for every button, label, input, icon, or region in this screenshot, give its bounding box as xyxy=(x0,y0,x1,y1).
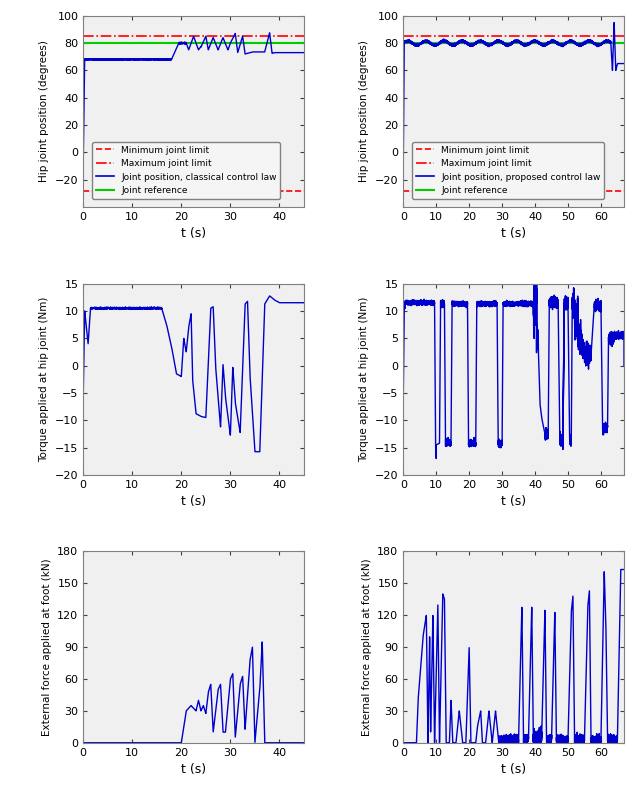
X-axis label: t (s): t (s) xyxy=(181,227,206,241)
Y-axis label: Hip joint position (degrees): Hip joint position (degrees) xyxy=(39,40,49,182)
X-axis label: t (s): t (s) xyxy=(501,495,526,509)
X-axis label: t (s): t (s) xyxy=(181,495,206,509)
Y-axis label: Hip joint position (degrees): Hip joint position (degrees) xyxy=(359,40,369,182)
Y-axis label: Torque applied at hip joint (Nm): Torque applied at hip joint (Nm) xyxy=(39,296,49,462)
Y-axis label: Torque applied at hip joint (Nm): Torque applied at hip joint (Nm) xyxy=(359,296,369,462)
Y-axis label: External force applied at foot (kN): External force applied at foot (kN) xyxy=(42,558,52,736)
Y-axis label: External force applied at foot (kN): External force applied at foot (kN) xyxy=(362,558,372,736)
Legend: Minimum joint limit, Maximum joint limit, Joint position, classical control law,: Minimum joint limit, Maximum joint limit… xyxy=(92,142,280,199)
Legend: Minimum joint limit, Maximum joint limit, Joint position, proposed control law, : Minimum joint limit, Maximum joint limit… xyxy=(412,142,604,199)
X-axis label: t (s): t (s) xyxy=(501,763,526,777)
X-axis label: t (s): t (s) xyxy=(501,227,526,241)
X-axis label: t (s): t (s) xyxy=(181,763,206,777)
